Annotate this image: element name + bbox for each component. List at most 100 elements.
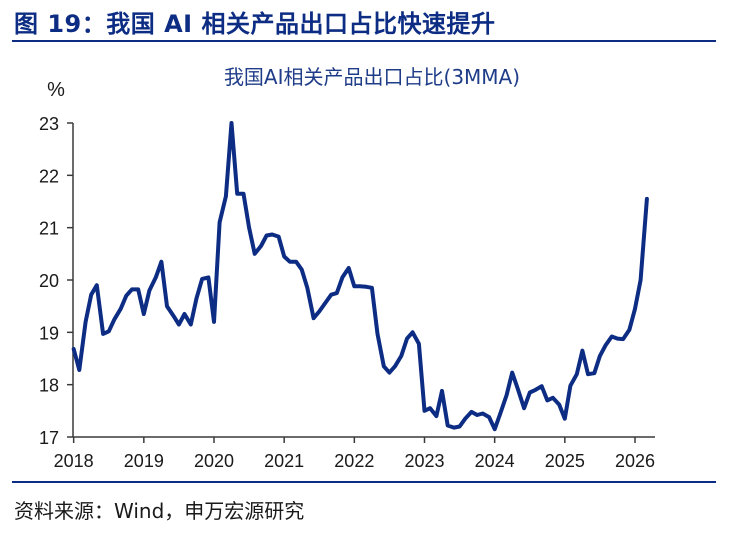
data-point <box>387 371 391 375</box>
data-point <box>300 267 304 272</box>
data-point <box>218 220 222 224</box>
data-point <box>452 426 456 430</box>
data-point <box>130 287 134 291</box>
y-axis-unit-label: % <box>47 79 65 101</box>
data-point <box>358 284 362 288</box>
data-point <box>124 294 128 298</box>
x-tick-label: 2022 <box>334 451 374 471</box>
data-point <box>516 387 520 391</box>
data-point <box>469 410 474 414</box>
data-point <box>440 389 444 393</box>
footer-divider <box>12 481 716 483</box>
data-point <box>159 260 163 264</box>
data-point <box>72 347 76 351</box>
data-point <box>528 390 532 395</box>
data-point <box>224 194 228 198</box>
data-point <box>189 322 193 327</box>
y-axis: 17 18 19 20 21 22 23 <box>39 114 73 448</box>
data-point <box>136 287 140 291</box>
x-tick-label: 2023 <box>404 451 444 471</box>
data-point <box>323 301 327 306</box>
data-point <box>206 275 210 279</box>
data-point <box>312 316 316 320</box>
data-point <box>603 343 608 347</box>
data-point <box>352 284 356 288</box>
data-point <box>77 368 81 372</box>
data-point <box>119 307 123 311</box>
data-point <box>627 328 632 332</box>
data-point <box>568 384 573 388</box>
data-point <box>540 384 544 388</box>
y-tick-label: 22 <box>39 166 59 186</box>
data-point <box>615 337 620 341</box>
data-point <box>165 304 169 308</box>
data-point <box>493 427 497 431</box>
data-point <box>101 332 105 336</box>
data-point <box>382 364 386 368</box>
y-tick-label: 23 <box>39 114 59 134</box>
data-point <box>317 309 321 313</box>
x-tick-label: 2021 <box>264 451 304 471</box>
data-point <box>364 285 368 289</box>
y-tick-label: 18 <box>39 376 59 396</box>
chart-title: 我国AI相关产品出口占比(3MMA) <box>224 65 520 89</box>
title-divider <box>12 40 716 42</box>
data-point <box>194 296 199 300</box>
data-point <box>422 409 427 413</box>
data-point <box>563 417 567 421</box>
data-point <box>247 226 251 230</box>
x-tick-label: 2018 <box>54 451 94 471</box>
data-point <box>446 423 450 428</box>
figure-title: 图 19：我国 AI 相关产品出口占比快速提升 <box>14 10 496 38</box>
x-tick-label: 2020 <box>194 451 234 471</box>
data-point <box>282 254 286 259</box>
x-axis: 2018 2019 2020 2021 2022 2023 2024 2025 2026 <box>54 437 655 471</box>
x-tick-label: 2024 <box>475 451 515 471</box>
data-point <box>586 372 590 376</box>
data-point <box>458 424 462 429</box>
data-point <box>200 277 204 281</box>
data-point <box>510 371 514 375</box>
data-point <box>235 192 239 196</box>
data-point <box>347 266 351 270</box>
data-point <box>182 312 187 316</box>
data-point <box>84 320 88 324</box>
data-point <box>370 286 374 290</box>
data-point <box>522 406 526 410</box>
y-tick-label: 20 <box>39 271 59 291</box>
data-point <box>154 275 158 279</box>
data-point <box>147 288 151 293</box>
data-point <box>428 406 432 410</box>
data-point <box>399 354 403 358</box>
x-tick-label: 2019 <box>124 451 164 471</box>
data-point <box>592 371 596 375</box>
data-point <box>610 334 614 339</box>
data-point <box>580 349 585 353</box>
y-tick-label: 21 <box>39 219 59 239</box>
data-point <box>340 275 344 279</box>
data-point <box>533 388 538 392</box>
data-point <box>229 121 234 125</box>
data-point <box>241 192 246 196</box>
data-point <box>475 413 479 417</box>
series-layer <box>71 121 649 432</box>
data-point <box>417 342 421 346</box>
data-point <box>294 260 298 264</box>
data-point <box>305 286 309 290</box>
y-tick-label: 17 <box>39 428 59 448</box>
data-point <box>277 235 281 239</box>
data-point <box>487 415 491 419</box>
data-point <box>505 393 509 397</box>
series-line <box>71 121 649 432</box>
data-point <box>463 417 467 421</box>
source-note: 资料来源：Wind，申万宏源研究 <box>14 499 305 523</box>
data-point <box>498 411 502 416</box>
x-tick-label: 2026 <box>615 451 655 471</box>
data-point <box>112 317 116 321</box>
data-point <box>633 307 637 311</box>
data-point <box>288 260 292 264</box>
data-point <box>253 252 257 256</box>
data-point <box>557 403 561 407</box>
data-point <box>598 354 602 358</box>
